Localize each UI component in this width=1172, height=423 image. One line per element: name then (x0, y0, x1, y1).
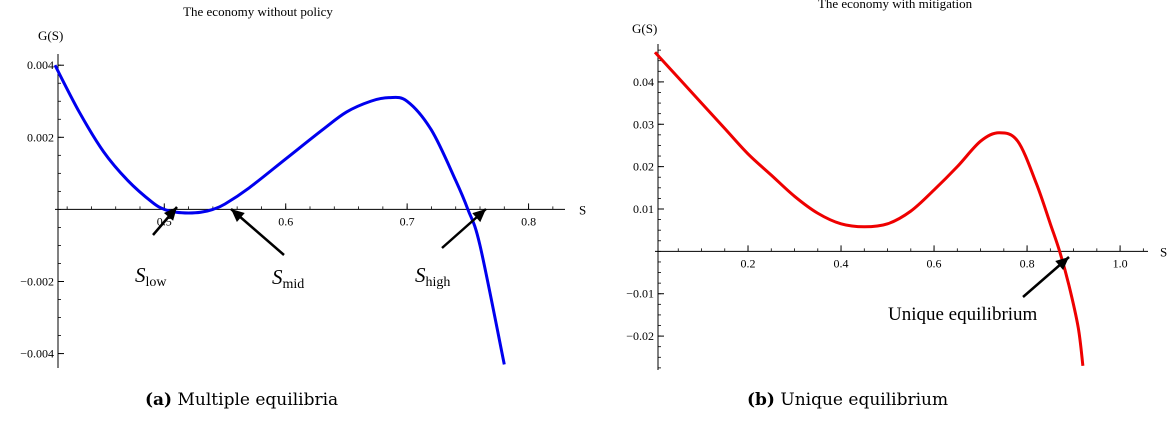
y-tick-label: −0.02 (626, 329, 654, 343)
chart-title: The economy without policy (183, 4, 333, 19)
annotation-label: Shigh (415, 263, 450, 290)
x-tick-label: 0.6 (278, 214, 293, 228)
y-tick-label: −0.004 (20, 347, 54, 361)
figure-canvas: The economy without policyG(S)S0.50.60.7… (20, 0, 1167, 370)
chart-panel-b: The economy with mitigation G(S) S 0.2 0.4 0.… (626, 0, 1167, 370)
y-axis-label: G(S) (632, 21, 657, 36)
x-tick-label: 0.6 (927, 256, 942, 270)
y-tick-label: 0.02 (633, 160, 654, 174)
y-tick-label: 0.002 (27, 130, 54, 144)
caption-a-tag: (a) (145, 390, 173, 410)
x-tick-label: 0.8 (1020, 256, 1035, 270)
chart-title: The economy with mitigation (818, 0, 973, 11)
y-tick-label: −0.002 (20, 274, 54, 288)
y-axis-label: G(S) (38, 28, 63, 43)
caption-b-text: Unique equilibrium (780, 390, 949, 410)
x-tick-label: 0.7 (400, 214, 415, 228)
x-tick-label: 1.0 (1113, 256, 1128, 270)
x-tick-label: 0.8 (521, 214, 536, 228)
caption-b-tag: (b) (747, 390, 775, 410)
caption-a: (a) Multiple equilibria (145, 390, 338, 410)
caption-b: (b) Unique equilibrium (747, 390, 948, 410)
chart-panel-a: The economy without policyG(S)S0.50.60.7… (20, 4, 586, 368)
caption-a-text: Multiple equilibria (177, 390, 339, 410)
y-tick-label: 0.03 (633, 117, 654, 131)
y-tick-label: −0.01 (626, 287, 654, 301)
annotation-label: Unique equilibrium (888, 304, 1038, 325)
annotation-label: Smid (272, 265, 304, 292)
annotation-label: Slow (135, 263, 167, 290)
x-axis-label: S (1160, 244, 1167, 259)
annotation-arrow-head (1055, 257, 1069, 271)
x-axis-label: S (579, 202, 586, 217)
series-curve (653, 51, 1085, 366)
y-tick-label: 0.004 (27, 58, 54, 72)
y-tick-label: 0.04 (633, 75, 654, 89)
annotation-arrow-head (163, 207, 177, 221)
annotation-arrow-head (472, 209, 486, 223)
y-tick-label: 0.01 (633, 202, 654, 216)
x-tick-label: 0.4 (834, 256, 849, 270)
x-tick-label: 0.2 (741, 256, 756, 270)
annotation-arrow-head (231, 209, 245, 223)
series-curve (53, 64, 506, 365)
